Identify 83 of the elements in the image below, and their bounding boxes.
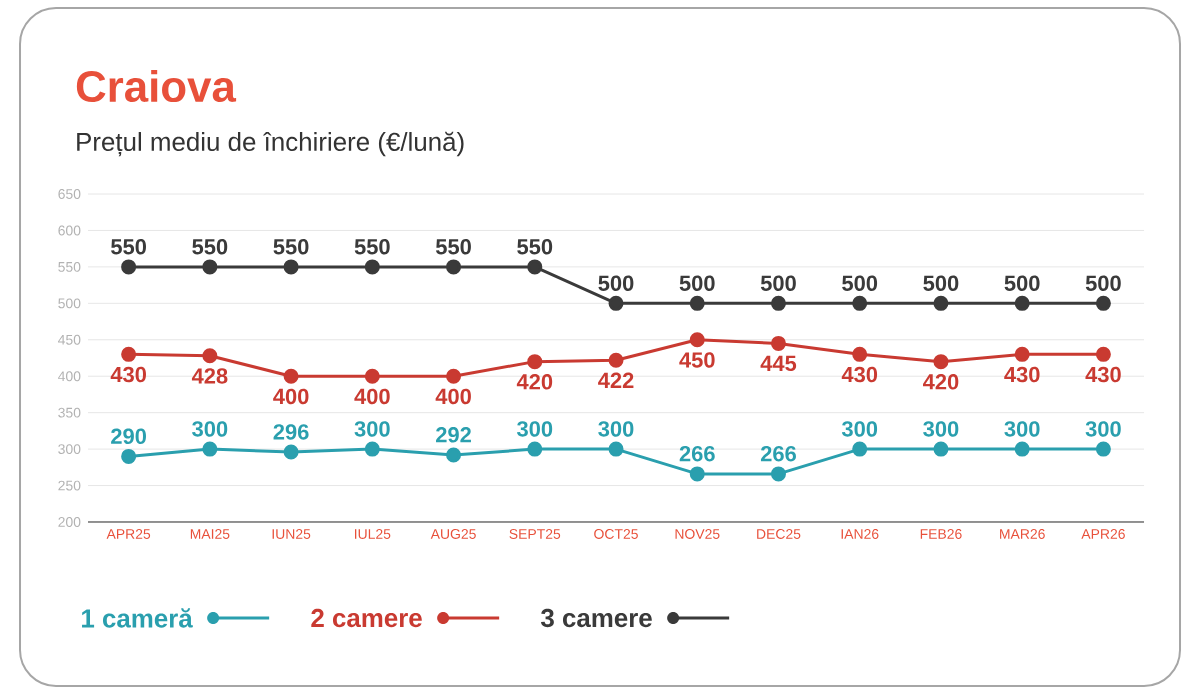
- point: [933, 441, 949, 457]
- point: [689, 332, 705, 348]
- data-label: 400: [273, 388, 309, 405]
- data-label: 430: [1085, 366, 1121, 383]
- data-label: 420: [516, 374, 553, 390]
- data-label: 500: [1004, 275, 1040, 291]
- point: [1095, 346, 1111, 362]
- point: [202, 259, 218, 275]
- chart-title: Craiova: [76, 69, 237, 103]
- point: [1014, 346, 1030, 362]
- legend-label: 2 camere: [311, 608, 422, 628]
- data-label: 422: [598, 372, 634, 388]
- point: [1014, 441, 1030, 457]
- data-label: 296: [273, 424, 309, 440]
- data-label: 550: [273, 239, 309, 255]
- data-label: 300: [923, 421, 959, 437]
- point: [1014, 295, 1030, 311]
- point: [933, 354, 949, 370]
- point: [689, 466, 705, 482]
- point: [121, 346, 137, 362]
- data-label: 550: [192, 239, 228, 255]
- data-label: 500: [679, 275, 715, 291]
- point: [121, 448, 137, 464]
- data-label: 430: [1004, 366, 1040, 383]
- point: [527, 354, 543, 370]
- point: [608, 295, 624, 311]
- data-label: 290: [111, 428, 146, 444]
- data-label: 445: [760, 355, 797, 372]
- data-label: 550: [435, 239, 471, 255]
- data-label: 420: [923, 374, 959, 390]
- data-label: 430: [110, 366, 146, 383]
- data-label: 500: [760, 275, 796, 291]
- point: [364, 368, 380, 384]
- point: [608, 352, 624, 368]
- point: [202, 348, 218, 364]
- data-label: 400: [435, 388, 471, 405]
- data-label: 428: [191, 368, 228, 384]
- data-label: 300: [354, 421, 390, 437]
- point: [527, 259, 543, 275]
- point: [364, 259, 380, 275]
- data-label: 300: [1085, 421, 1121, 437]
- point: [770, 466, 786, 482]
- data-label: 266: [679, 446, 715, 462]
- data-label: 300: [598, 421, 634, 437]
- point: [770, 295, 786, 311]
- point: [283, 259, 299, 275]
- data-label: 500: [923, 275, 959, 291]
- point: [608, 441, 624, 457]
- data-label: 300: [192, 421, 228, 437]
- data-label: 300: [517, 421, 553, 437]
- data-label: 300: [841, 421, 878, 437]
- data-label: 500: [598, 275, 634, 291]
- data-label: 300: [1004, 421, 1040, 437]
- data-label: 550: [111, 239, 146, 255]
- point: [770, 335, 786, 351]
- data-label: 500: [842, 275, 878, 291]
- point: [852, 346, 868, 362]
- data-label: 266: [760, 446, 796, 462]
- point: [933, 295, 949, 311]
- legend-label: 1 cameră: [82, 608, 193, 628]
- point: [364, 441, 380, 457]
- legend-label: 3 camere: [541, 608, 652, 628]
- chart-subtitle: Prețul mediu de închiriere (€/lună): [77, 131, 464, 157]
- point: [1095, 441, 1111, 457]
- data-label: 500: [1085, 275, 1121, 291]
- point: [283, 368, 299, 384]
- data-label: 550: [517, 239, 553, 255]
- point: [852, 295, 868, 311]
- point: [689, 295, 705, 311]
- data-label: 430: [841, 366, 878, 383]
- point: [1095, 295, 1111, 311]
- point: [121, 259, 137, 275]
- point: [202, 441, 218, 457]
- point: [446, 259, 462, 275]
- point: [283, 444, 299, 460]
- point: [446, 368, 462, 384]
- data-label: 292: [436, 427, 471, 443]
- data-label: 550: [354, 239, 390, 255]
- data-label: 400: [354, 388, 390, 405]
- data-label: 450: [679, 352, 715, 368]
- point: [852, 441, 868, 457]
- point: [527, 441, 543, 457]
- point: [446, 447, 462, 463]
